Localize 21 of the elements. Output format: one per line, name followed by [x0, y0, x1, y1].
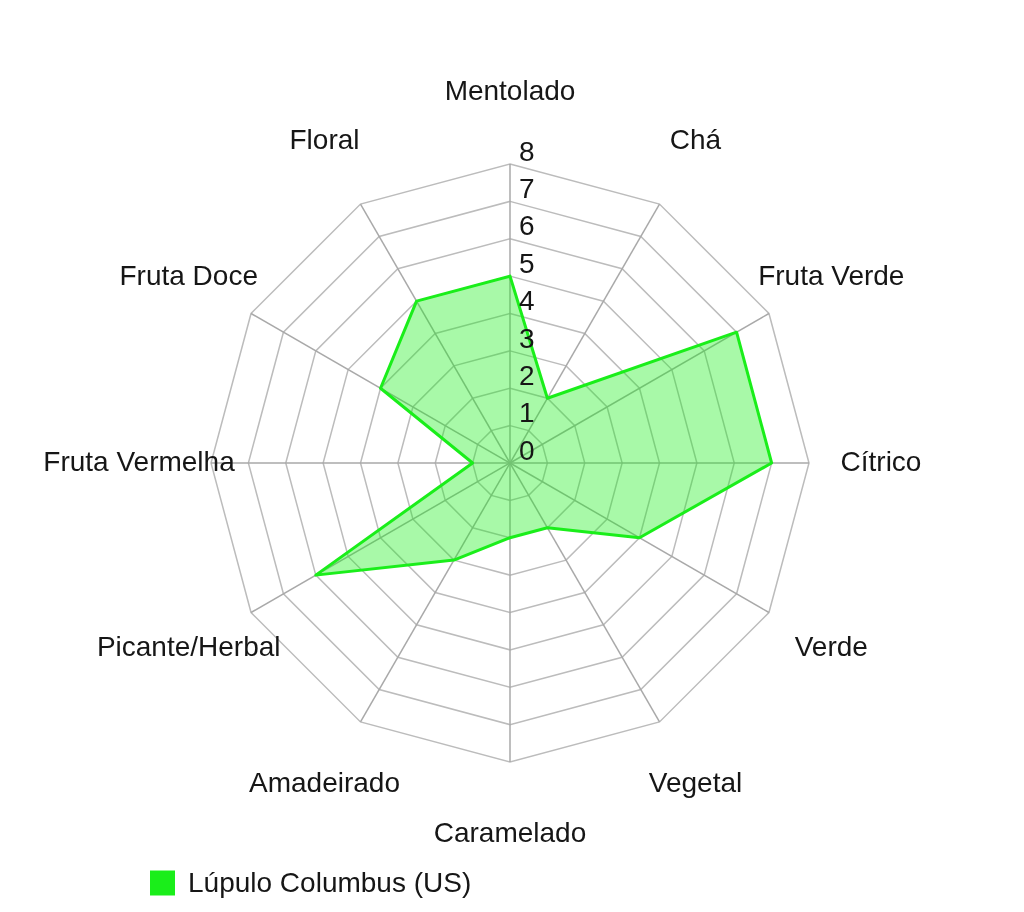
y-tick-label: 1 — [519, 397, 535, 429]
y-tick-label: 0 — [519, 434, 535, 466]
spoke-label: Fruta Verde — [758, 260, 905, 292]
spoke-label: Picante/Herbal — [96, 631, 281, 663]
y-tick-label: 5 — [519, 247, 535, 279]
spoke-label: Verde — [794, 631, 868, 663]
spoke-label: Cítrico — [840, 445, 922, 477]
spoke-label: Amadeirado — [249, 767, 400, 799]
y-tick-label: 6 — [519, 210, 535, 242]
y-tick-label: 2 — [519, 359, 535, 391]
spoke-label: Fruta Doce — [119, 260, 258, 292]
spoke-label: Vegetal — [648, 767, 743, 799]
spoke-label: Chá — [669, 124, 722, 156]
spoke-label: Mentolado — [444, 74, 576, 106]
y-tick-label: 8 — [519, 135, 535, 167]
spoke-label: Fruta Vermelha — [43, 445, 236, 477]
y-tick-label: 7 — [519, 173, 535, 205]
spoke-label: Caramelado — [433, 816, 587, 848]
spoke-label: Floral — [289, 124, 360, 156]
legend-label: Lúpulo Columbus (US) — [188, 866, 472, 898]
y-tick-label: 4 — [519, 285, 535, 317]
